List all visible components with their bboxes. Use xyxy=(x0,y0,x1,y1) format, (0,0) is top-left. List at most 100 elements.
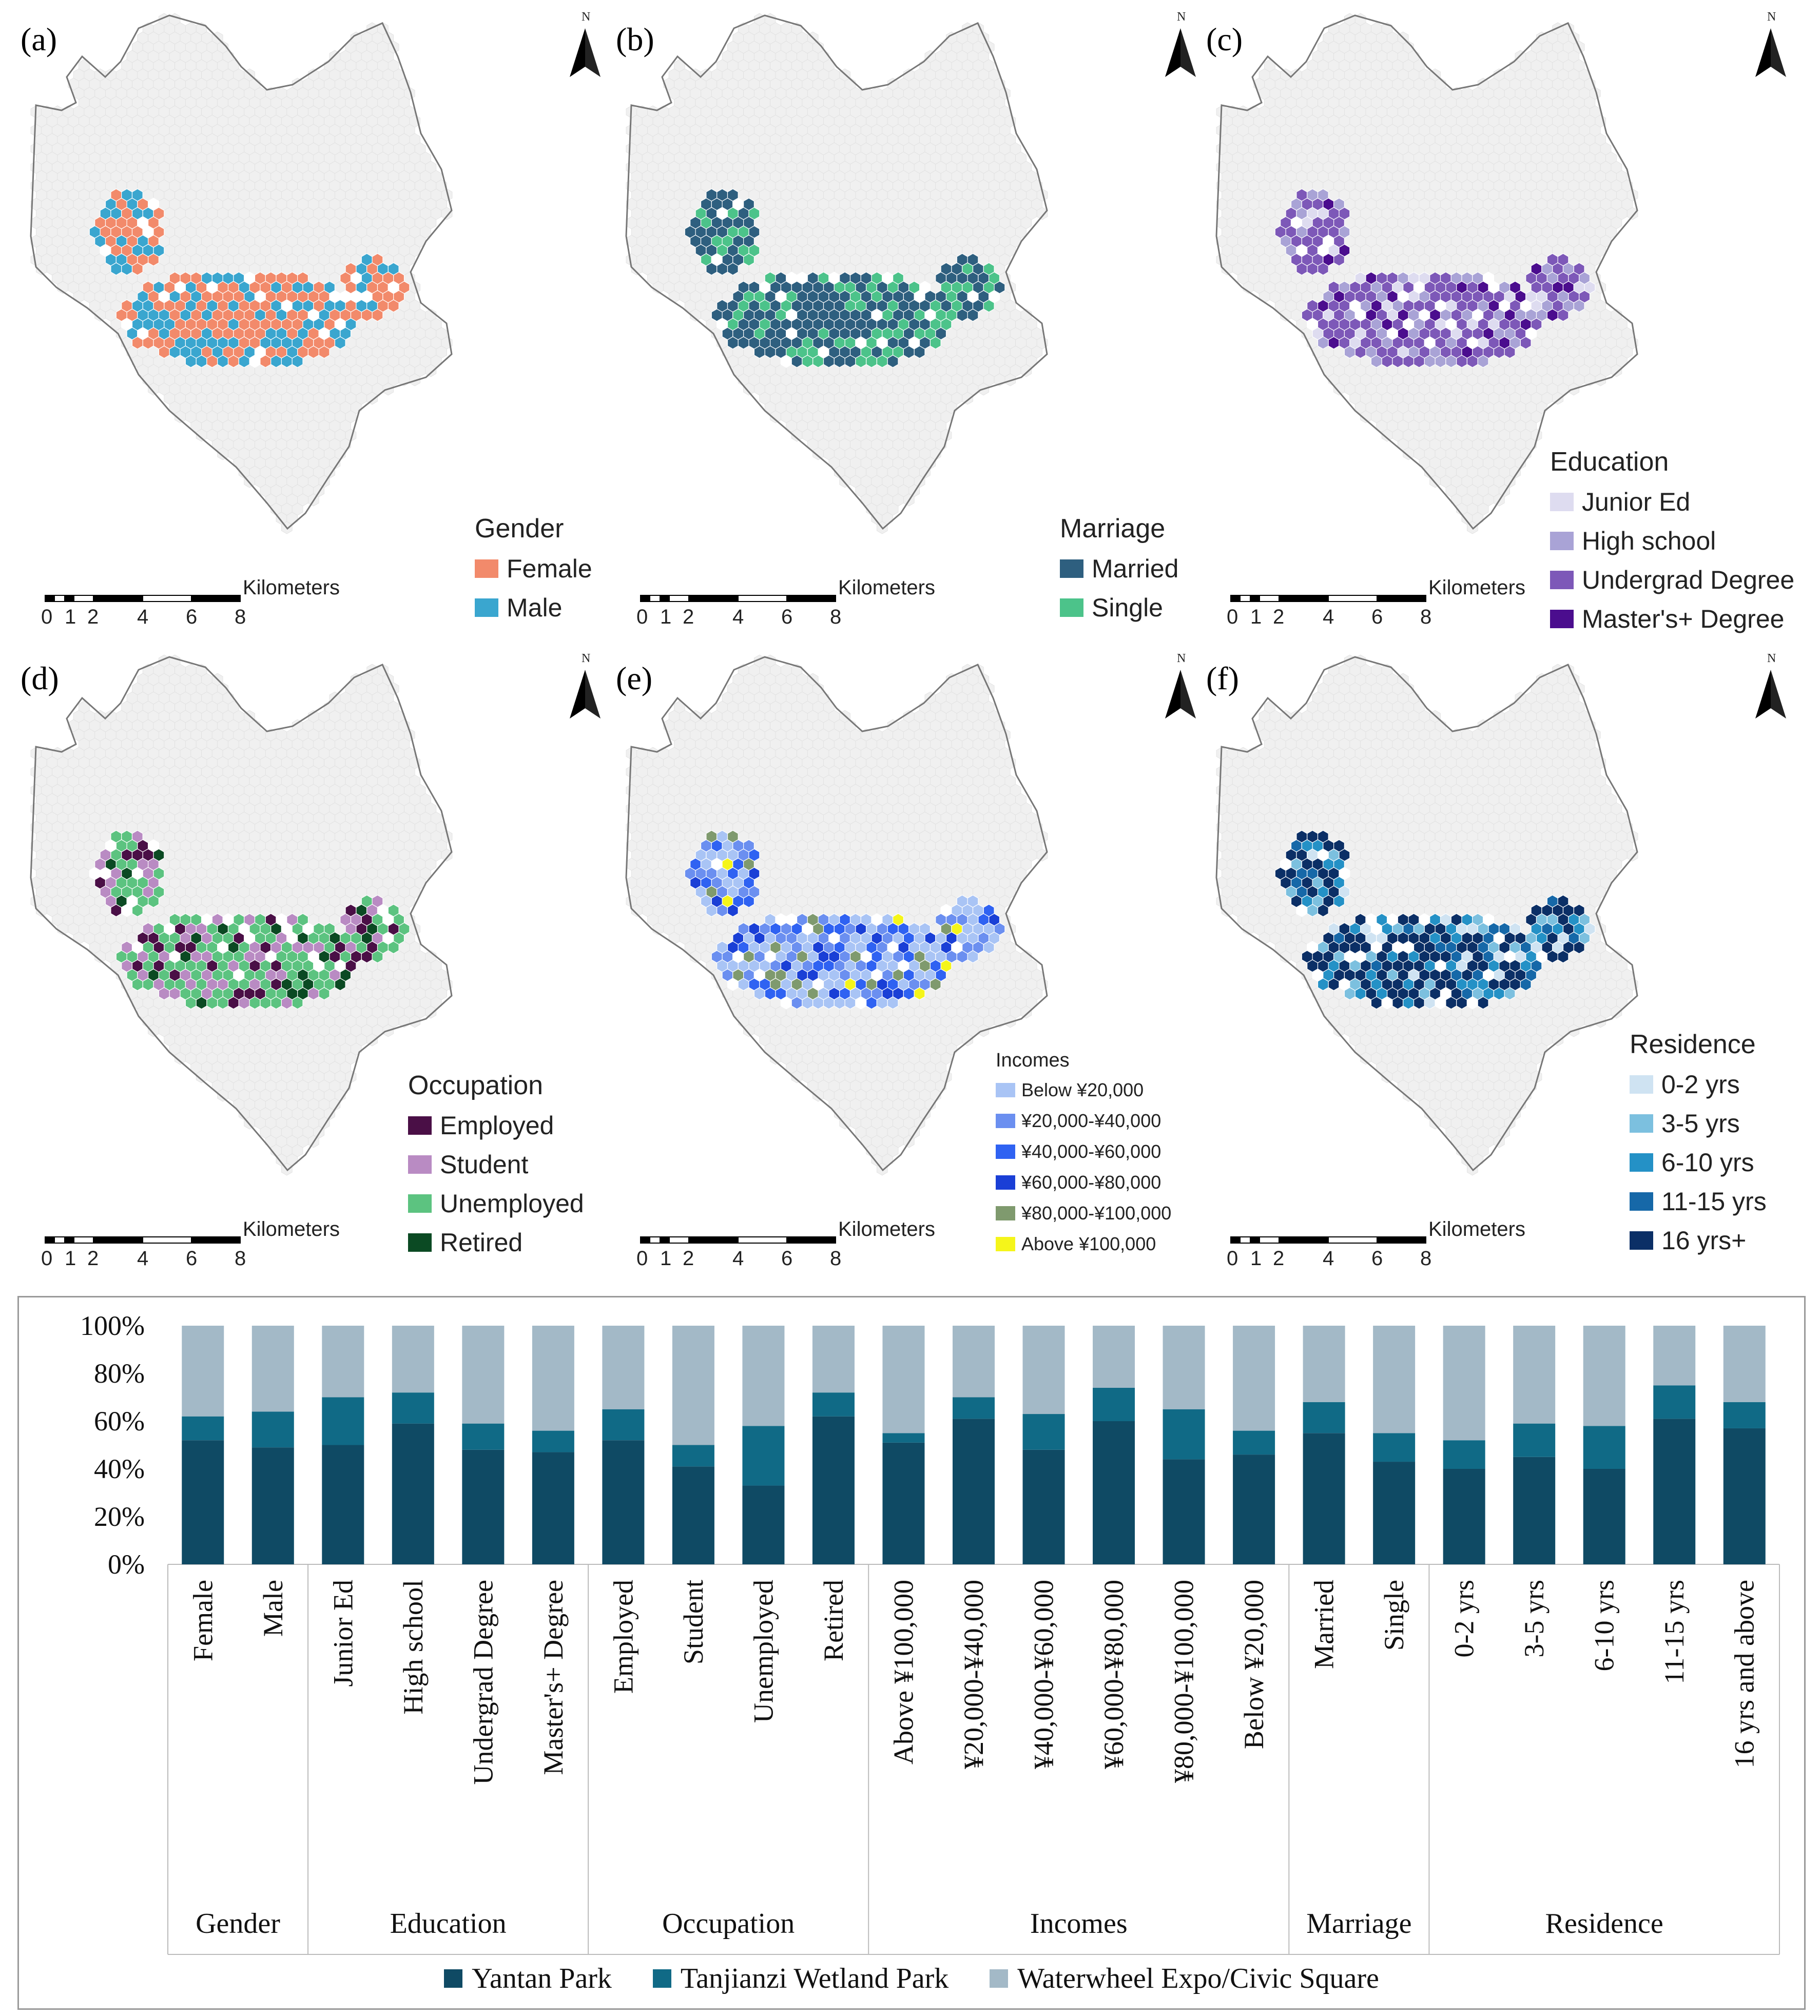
hex-cell-data xyxy=(887,355,899,368)
hex-cell-data xyxy=(185,355,197,368)
scale-tick-label: 1 xyxy=(65,606,76,628)
hex-cell-data xyxy=(361,308,373,322)
hex-cell-data xyxy=(307,345,319,359)
north-arrow-left xyxy=(1755,28,1771,77)
scale-segment xyxy=(786,595,836,602)
north-arrow-right xyxy=(585,28,601,77)
hex-cell-data xyxy=(930,336,941,350)
hex-cell-data xyxy=(1456,355,1468,368)
scale-segment xyxy=(1240,595,1251,602)
hex-cell-data xyxy=(1307,262,1319,276)
hex-grid-data xyxy=(89,188,410,368)
hex-grid-background xyxy=(1216,13,1638,534)
hex-cell-data xyxy=(727,262,739,276)
hex-grid-data xyxy=(684,188,1005,368)
hex-cell-data xyxy=(227,355,239,368)
scale-tick-label: 4 xyxy=(1323,606,1334,628)
hex-cell-data xyxy=(1504,345,1516,359)
scale-segment xyxy=(649,595,661,602)
scale-tick-label: 0 xyxy=(41,606,52,628)
scale-segment xyxy=(142,595,192,602)
scale-segment xyxy=(73,595,94,602)
hex-cell-data xyxy=(1557,308,1569,322)
hex-cell-data xyxy=(1370,355,1382,368)
hex-cell-data xyxy=(1381,355,1393,368)
hex-cell-data xyxy=(1445,355,1457,368)
hex-cell-data xyxy=(270,355,282,368)
hex-cell-data xyxy=(1296,262,1308,276)
hex-cell-data xyxy=(131,336,143,350)
scale-segment xyxy=(191,595,241,602)
panel-letter-a: (a) xyxy=(21,21,57,57)
hex-cell-data xyxy=(292,355,303,368)
hex-cell-data xyxy=(1424,355,1436,368)
hex-cell-data xyxy=(1493,345,1505,359)
hex-cell xyxy=(1004,373,1016,386)
hex-cell-data xyxy=(1435,355,1446,368)
hex-cell-data xyxy=(844,355,856,368)
scale-segment xyxy=(93,595,143,602)
hex-cell-data xyxy=(1466,355,1478,368)
hex-cell-data xyxy=(1317,262,1329,276)
hex-cell-data xyxy=(1477,355,1489,368)
north-arrow-right xyxy=(1180,28,1196,77)
scale-unit-label: Kilometers xyxy=(838,576,935,599)
north-arrow-left xyxy=(1165,28,1180,77)
north-arrow-icon: N xyxy=(1165,10,1196,77)
scale-segment xyxy=(1250,595,1260,602)
hex-cell-data xyxy=(1573,299,1585,313)
scale-tick-label: 6 xyxy=(186,606,197,628)
hex-cell-data xyxy=(110,262,122,276)
hex-cell-data xyxy=(738,336,749,350)
north-arrow-left xyxy=(570,28,585,77)
hex-cell-data xyxy=(1520,336,1532,350)
north-label: N xyxy=(1177,10,1186,24)
hex-cell-data xyxy=(967,308,979,322)
hex-cell-data xyxy=(1403,355,1415,368)
map-panel-c: 0 1 2 4 6 8 Kilometers N (c) xyxy=(1186,0,1820,642)
scale-tick-label: 4 xyxy=(732,606,744,628)
hex-cell-data xyxy=(706,262,718,276)
hex-cell-data xyxy=(249,355,261,368)
scale-tick-label: 8 xyxy=(235,606,246,628)
hex-cell-data xyxy=(823,355,835,368)
scale-unit-label: Kilometers xyxy=(1428,576,1525,599)
scale-segment xyxy=(1377,595,1426,602)
hex-cell-data xyxy=(753,345,765,359)
hex-cell-data xyxy=(1333,253,1345,266)
hex-cell-data xyxy=(812,355,824,368)
hex-cell-data xyxy=(158,345,170,359)
hex-cell-data xyxy=(727,336,739,350)
hex-cell-data xyxy=(281,355,293,368)
north-arrow-right xyxy=(1771,28,1786,77)
hex-cell-data xyxy=(914,345,925,359)
hex-cell-data xyxy=(834,355,845,368)
hex-cell-data xyxy=(903,345,915,359)
hex-cell-data xyxy=(169,345,181,359)
map-panel-d: 0 1 2 4 6 8 Kilometers N (d) xyxy=(0,642,606,1288)
district-boundary xyxy=(30,14,453,530)
north-label: N xyxy=(582,10,590,24)
hex-cell-data xyxy=(1546,308,1558,322)
hex-cell-data xyxy=(334,336,346,350)
map-panel-a: 0 1 2 4 6 8 Kilometers N (a) xyxy=(0,0,606,642)
scale-tick-label: 2 xyxy=(683,606,694,628)
hex-cell-data xyxy=(866,355,878,368)
hex-cell-data xyxy=(196,355,207,368)
district-boundary xyxy=(1215,14,1638,530)
scale-tick-label: 6 xyxy=(781,606,792,628)
scale-segment xyxy=(669,595,689,602)
hex-grid-data xyxy=(1274,188,1596,368)
panel-letter-c: (c) xyxy=(1206,21,1243,57)
scale-tick-label: 8 xyxy=(1420,606,1431,628)
hex-cell-data xyxy=(318,345,330,359)
hex-cell-data xyxy=(388,299,399,313)
scale-segment xyxy=(1259,595,1280,602)
scale-tick-label: 2 xyxy=(1273,606,1284,628)
hex-cell-data xyxy=(764,345,776,359)
hex-cell-data xyxy=(372,308,383,322)
